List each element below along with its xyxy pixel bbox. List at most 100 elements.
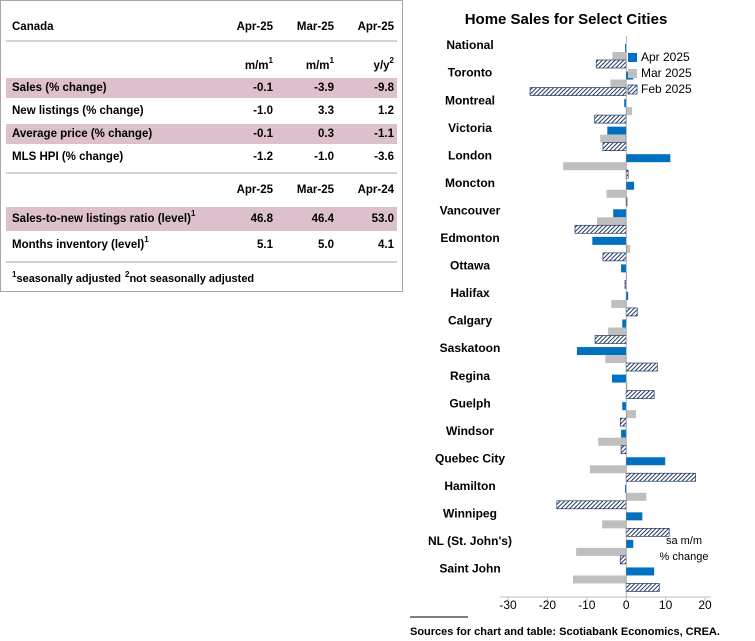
footnote-text: seasonally adjusted	[16, 273, 121, 285]
bar	[529, 87, 627, 96]
table-header: Apr-25	[237, 184, 274, 196]
cell: -1.1	[374, 128, 394, 140]
table-header: Mar-25	[297, 21, 335, 33]
unit-text: m/m	[306, 60, 330, 72]
footnote-sup: 2	[125, 270, 130, 279]
bar	[597, 217, 627, 226]
source: Sources for chart and table: Scotiabank …	[410, 626, 720, 638]
unit-label: m/m1	[245, 56, 274, 72]
unit-sup: 1	[330, 56, 335, 65]
cell: -0.1	[253, 128, 273, 140]
bar	[625, 484, 627, 493]
cell: 1.2	[378, 105, 394, 117]
row-label-text: Sales-to-new listings ratio (level)	[12, 213, 191, 225]
bar	[626, 539, 634, 548]
row-highlight	[6, 124, 397, 144]
cell: 5.1	[257, 239, 274, 251]
x-tick-label: -20	[539, 598, 557, 612]
table: Canada Apr-25 Mar-25 Apr-25m/m1 m/m1 y/y2Sale…	[6, 21, 397, 285]
category-label: Saint John	[439, 562, 500, 576]
row-label: MLS HPI (% change)	[12, 151, 123, 163]
bar	[576, 547, 627, 556]
bar	[626, 291, 629, 300]
category-label: Toronto	[448, 66, 492, 80]
legend-label: Mar 2025	[641, 66, 692, 80]
bar	[625, 472, 696, 482]
unit-label: m/m1	[306, 56, 335, 72]
footnote-sup: 1	[12, 270, 17, 279]
bar	[602, 252, 627, 262]
category-label: Ottawa	[450, 259, 490, 273]
category-label: Halifax	[450, 286, 490, 300]
bar	[621, 429, 627, 438]
unit-sup: 1	[269, 56, 274, 65]
bar	[626, 181, 635, 190]
bar	[610, 79, 627, 88]
bar	[595, 59, 627, 69]
cell: 53.0	[372, 213, 394, 225]
cell: 3.3	[318, 105, 334, 117]
bar	[612, 52, 627, 60]
unit-text: m/m	[245, 60, 269, 72]
table-header: Canada	[12, 21, 54, 33]
cell: 0.3	[318, 128, 334, 140]
bar	[598, 437, 627, 446]
bar	[626, 457, 666, 466]
chart-title: Home Sales for Select Cities	[465, 11, 668, 28]
unit-text: y/y	[374, 60, 391, 72]
bar	[574, 224, 627, 234]
category-label: Montreal	[445, 93, 495, 107]
bar	[626, 382, 628, 391]
bar	[619, 417, 627, 427]
category-label: Quebec City	[435, 451, 505, 465]
bar	[626, 512, 643, 521]
row-label: New listings (% change)	[12, 105, 144, 117]
bar	[607, 126, 627, 135]
bar	[626, 410, 637, 419]
bar	[613, 209, 627, 218]
bar	[594, 335, 627, 344]
cell: 46.4	[312, 213, 335, 225]
bar	[605, 355, 627, 364]
cell: -3.9	[314, 82, 334, 94]
category-label: Calgary	[448, 314, 492, 328]
table-header: Mar-25	[297, 184, 335, 196]
x-tick-label: 20	[698, 598, 712, 612]
cell: -3.6	[374, 151, 394, 163]
table-frame	[0, 0, 403, 292]
bar	[606, 189, 627, 198]
bar	[600, 134, 627, 143]
cell: -1.0	[253, 105, 273, 117]
category-label: Moncton	[445, 176, 495, 190]
bar	[594, 114, 627, 124]
cell: 4.1	[378, 239, 395, 251]
bar	[611, 299, 627, 308]
bar	[573, 575, 627, 584]
bar	[589, 465, 627, 474]
bar	[624, 99, 627, 108]
table-header: Apr-25	[358, 21, 395, 33]
row-label-text: Months inventory (level)	[12, 239, 144, 251]
bar	[625, 44, 627, 52]
bar	[620, 445, 627, 455]
bar	[556, 500, 627, 510]
bar	[625, 307, 638, 317]
annotation: sa m/m	[666, 535, 702, 547]
bar	[626, 154, 671, 163]
row-highlight	[6, 207, 397, 231]
bar	[626, 567, 655, 576]
row-label-sup: 1	[144, 235, 149, 244]
bar	[602, 520, 627, 529]
bar	[625, 362, 658, 372]
cell: -0.1	[253, 82, 273, 94]
bar	[626, 272, 627, 281]
row-label-sup: 1	[191, 209, 196, 218]
legend-label: Feb 2025	[641, 82, 692, 96]
cell: -1.0	[314, 151, 334, 163]
bar	[612, 374, 627, 383]
bar	[626, 107, 633, 116]
x-tick-label: 0	[623, 598, 630, 612]
x-tick-label: -10	[578, 598, 596, 612]
bar	[622, 402, 627, 411]
unit-label: y/y2	[374, 56, 395, 72]
